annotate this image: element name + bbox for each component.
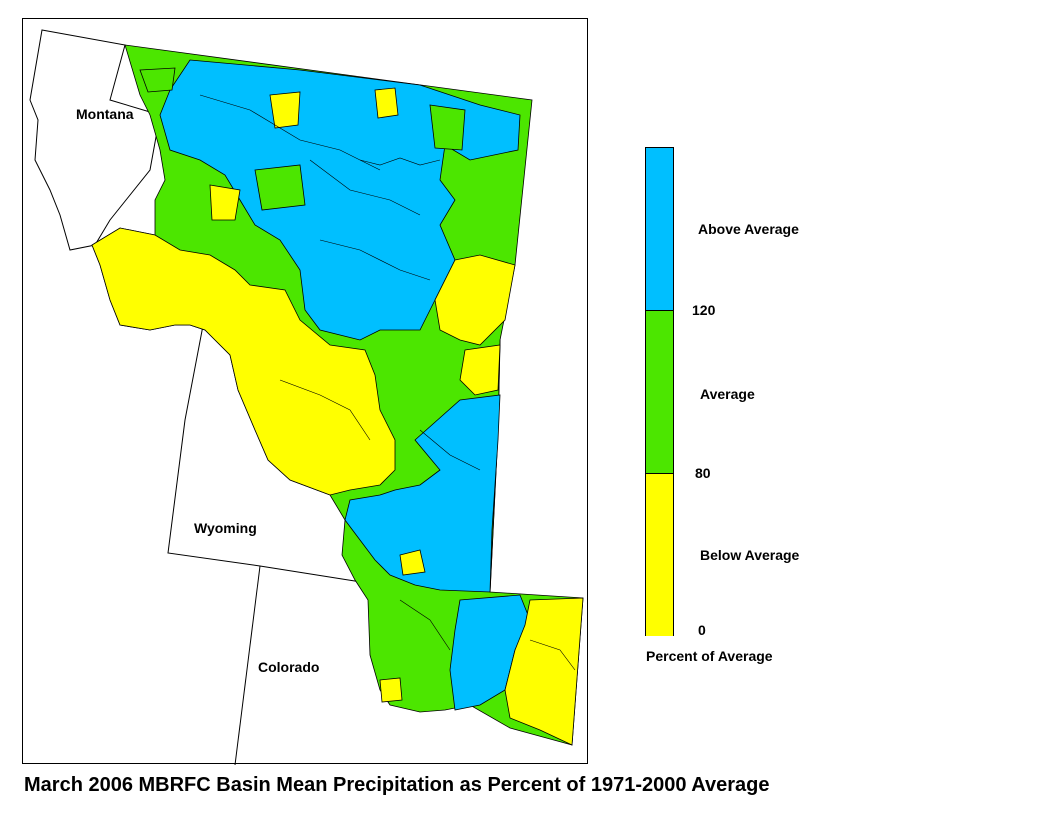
basin-below-west bbox=[91, 227, 396, 496]
basin-average-patch3 bbox=[139, 67, 176, 93]
basin-below-patch5 bbox=[379, 677, 403, 703]
basin-above-central bbox=[344, 394, 501, 593]
legend-swatch-below bbox=[646, 473, 673, 636]
basin-average-patch2 bbox=[429, 104, 466, 151]
legend-break-0: 0 bbox=[698, 622, 706, 638]
basin-below-patch3 bbox=[374, 87, 399, 119]
legend-title: Percent of Average bbox=[646, 648, 773, 664]
state-label-colorado: Colorado bbox=[258, 659, 320, 675]
basin-above-south bbox=[449, 594, 531, 711]
map-caption: March 2006 MBRFC Basin Mean Precipitatio… bbox=[24, 774, 770, 796]
state-label-wyoming: Wyoming bbox=[194, 520, 257, 536]
legend-label-average: Average bbox=[700, 386, 755, 402]
basin-below-patch4 bbox=[399, 549, 426, 576]
basin-below-east2 bbox=[459, 344, 501, 396]
legend-break-120: 120 bbox=[692, 302, 716, 318]
basin-below-southeast bbox=[504, 597, 584, 746]
legend-label-above: Above Average bbox=[698, 221, 799, 237]
legend-color-bar bbox=[645, 147, 674, 636]
legend-swatch-average bbox=[646, 310, 673, 474]
montana-boundary bbox=[29, 29, 161, 251]
basin-below-patch1 bbox=[269, 91, 301, 129]
colorado-boundary bbox=[234, 565, 261, 766]
state-label-montana: Montana bbox=[76, 106, 134, 122]
basin-regions bbox=[91, 44, 584, 746]
basin-below-east bbox=[434, 254, 516, 346]
legend-swatch-above bbox=[646, 148, 673, 310]
basin-above-north bbox=[159, 59, 521, 341]
basin-below-patch2 bbox=[209, 184, 241, 221]
legend-break-80: 80 bbox=[695, 465, 711, 481]
legend-label-below: Below Average bbox=[700, 547, 800, 563]
basin-average-patch1 bbox=[254, 164, 306, 211]
